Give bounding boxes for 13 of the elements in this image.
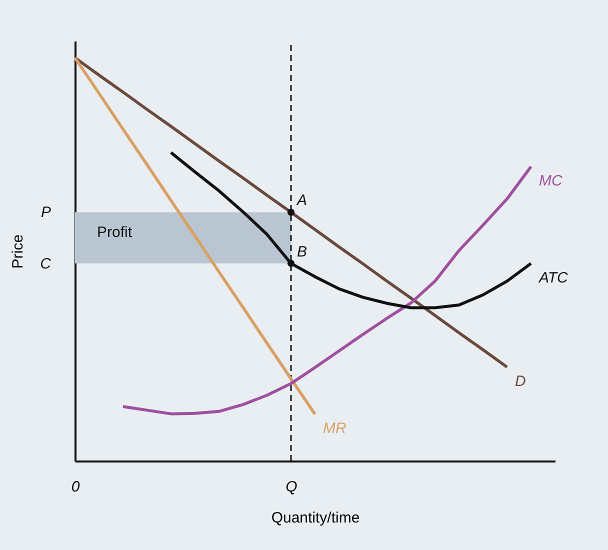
x-tick-label: Q xyxy=(286,478,298,496)
x-tick-label: 0 xyxy=(71,478,80,496)
series-label: MC xyxy=(539,172,562,190)
series-label: D xyxy=(515,373,526,390)
annotation: A xyxy=(296,192,308,210)
band-label: Profit xyxy=(97,224,133,241)
annotation: B xyxy=(297,243,308,260)
text: C xyxy=(40,255,52,272)
x-axis-title: Quantity/time xyxy=(271,510,360,526)
series-label: ATC xyxy=(538,269,568,286)
series-label: MR xyxy=(323,420,346,438)
y-axis-title: Price xyxy=(10,234,26,269)
text: P xyxy=(40,204,51,222)
